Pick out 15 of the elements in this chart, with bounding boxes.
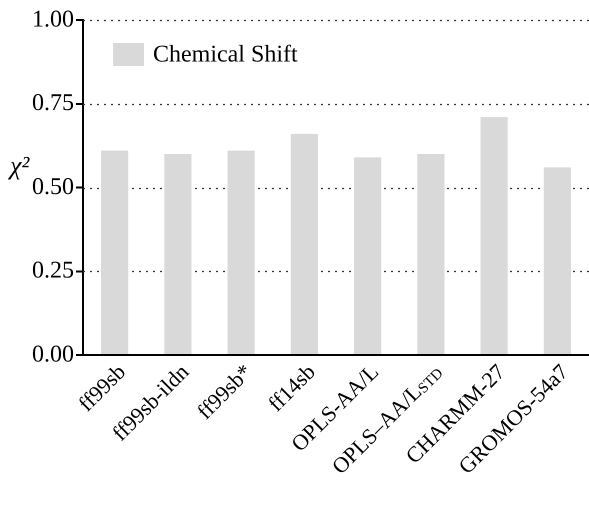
- bar: [164, 154, 192, 354]
- bar: [480, 117, 508, 354]
- bar: [290, 134, 318, 354]
- bar: [544, 167, 571, 354]
- legend-label: Chemical Shift: [153, 41, 298, 68]
- y-tick-label: 0.25: [32, 258, 74, 284]
- y-tick-label: 0.00: [32, 341, 74, 368]
- bar: [101, 150, 128, 354]
- bar: [354, 157, 382, 354]
- bar: [228, 150, 255, 354]
- y-axis-title: χ²: [7, 151, 30, 180]
- y-tick-label: 0.75: [32, 90, 74, 116]
- y-tick-label: 0.50: [32, 174, 74, 200]
- y-tick-label: 1.00: [32, 6, 74, 32]
- bar: [417, 154, 444, 354]
